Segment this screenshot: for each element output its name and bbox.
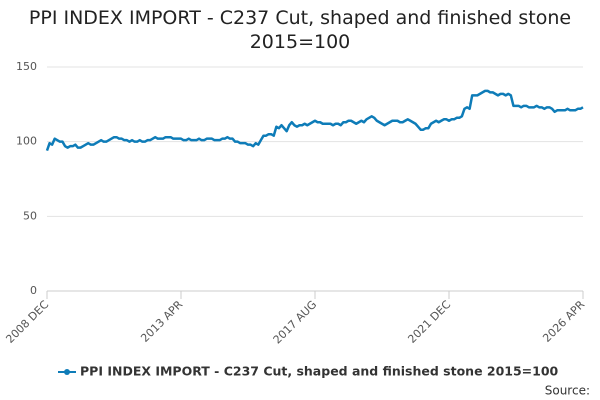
legend-marker xyxy=(64,369,70,375)
chart-title: PPI INDEX IMPORT - C237 Cut, shaped and … xyxy=(28,7,572,53)
x-tick-label: 2017 AUG xyxy=(271,298,320,347)
y-tick-label: 100 xyxy=(16,135,37,148)
legend-label: PPI INDEX IMPORT - C237 Cut, shaped and … xyxy=(80,364,559,379)
y-tick-label: 0 xyxy=(30,284,37,297)
y-tick-label: 150 xyxy=(16,60,37,73)
y-tick-label: 50 xyxy=(23,209,37,222)
series-line xyxy=(45,89,584,152)
source: Source: xyxy=(545,384,590,398)
x-tick-label: 2013 APR xyxy=(138,298,185,345)
x-tick-label: 2008 DEC xyxy=(3,298,51,346)
x-tick-label: 2021 DEC xyxy=(405,298,453,346)
x-tick-label: 2026 APR xyxy=(540,298,587,345)
